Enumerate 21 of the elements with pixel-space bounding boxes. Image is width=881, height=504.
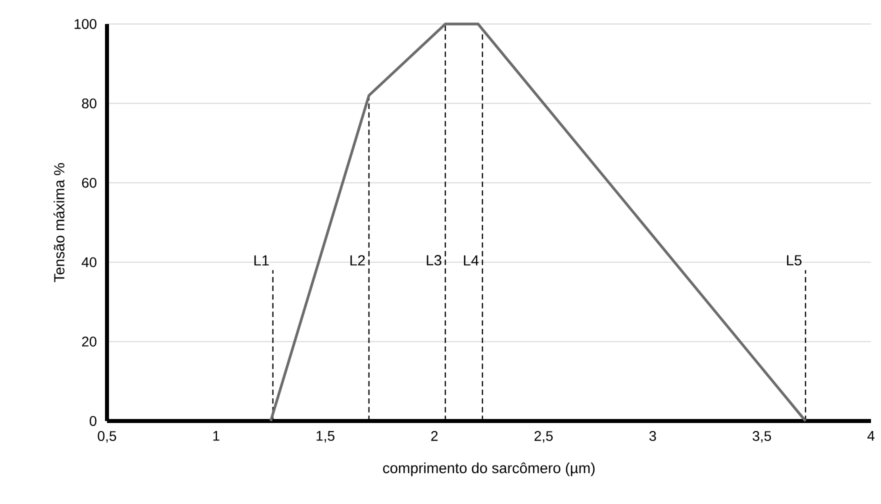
y-tick-label: 20 [82, 336, 96, 347]
x-tick-label: 0,5 [98, 431, 116, 443]
x-tick-label: 2,5 [534, 431, 553, 443]
y-tick-label: 80 [82, 98, 96, 108]
ref-line-label: L5 [787, 255, 802, 266]
y-tick-label: 40 [82, 257, 96, 268]
x-axis-title: comprimento do sarcômero (µm) [383, 462, 595, 476]
y-tick-label: 0 [90, 416, 96, 426]
ref-line-label: L1 [254, 255, 269, 266]
y-axis-title: Tensão máxima % [54, 163, 64, 282]
y-tick-label: 100 [74, 19, 96, 29]
x-tick-label: 1,5 [316, 431, 334, 442]
ref-line-label: L2 [350, 255, 365, 266]
x-tick-label: 3 [649, 431, 656, 441]
ref-line-label: L4 [464, 255, 479, 266]
x-tick-label: 4 [867, 431, 874, 441]
y-tick-label: 60 [82, 178, 96, 188]
x-tick-label: 3,5 [752, 431, 771, 443]
x-tick-label: 2 [431, 431, 438, 441]
ref-line-label: L3 [426, 255, 442, 266]
x-tick-label: 1 [213, 431, 220, 441]
